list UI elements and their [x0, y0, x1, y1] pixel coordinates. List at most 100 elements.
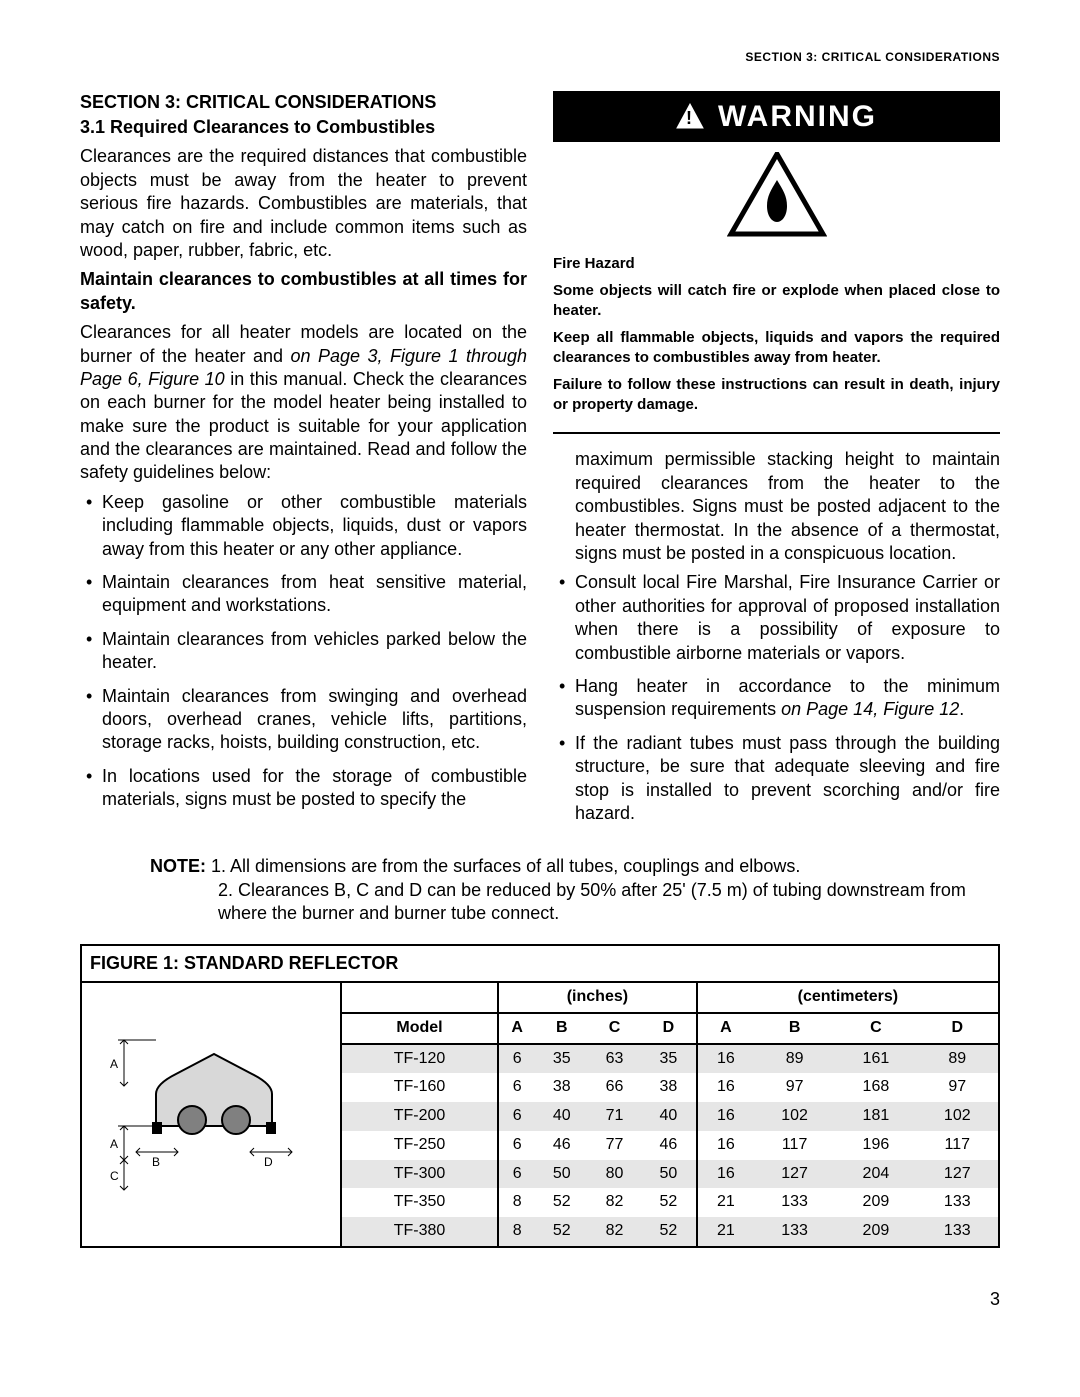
dim-C: C [110, 1169, 119, 1183]
reflector-diagram: A A B [82, 983, 342, 1246]
figure-1: FIGURE 1: STANDARD REFLECTOR A A [80, 944, 1000, 1249]
note-label: NOTE: [150, 856, 206, 876]
table-cell: 52 [641, 1217, 697, 1246]
table-cell: 16 [697, 1102, 754, 1131]
table-cell: 161 [835, 1044, 916, 1074]
dim-A-bottom: A [110, 1137, 118, 1151]
table-row: TF-200640714016102181102 [342, 1102, 998, 1131]
table-row: TF-300650805016127204127 [342, 1160, 998, 1189]
b2-italic: on Page 14, Figure 12 [781, 699, 959, 719]
table-cell: 16 [697, 1160, 754, 1189]
table-cell: 66 [588, 1073, 641, 1102]
table-cell: 46 [641, 1131, 697, 1160]
table-cell: 209 [835, 1188, 916, 1217]
table-cell: 38 [641, 1073, 697, 1102]
dim-A-top: A [110, 1057, 118, 1071]
table-row: TF-250646774616117196117 [342, 1131, 998, 1160]
svg-text:!: ! [686, 108, 694, 128]
list-item: Hang heater in accordance to the minimum… [575, 675, 1000, 722]
table-cell: 38 [535, 1073, 588, 1102]
clearance-table-wrap: (inches) (centimeters) Model A B C D A B… [342, 983, 998, 1246]
fire-hazard-icon [553, 142, 1000, 250]
para-intro-1: Clearances are the required distances th… [80, 145, 527, 262]
table-cell: 52 [535, 1217, 588, 1246]
clearance-table: (inches) (centimeters) Model A B C D A B… [342, 983, 998, 1246]
table-cell: 50 [535, 1160, 588, 1189]
table-cell: 46 [535, 1131, 588, 1160]
table-cell: TF-160 [342, 1073, 498, 1102]
col-header: C [835, 1013, 916, 1044]
table-cell: 80 [588, 1160, 641, 1189]
table-cell: 181 [835, 1102, 916, 1131]
table-cell: 117 [754, 1131, 835, 1160]
page-number: 3 [80, 1288, 1000, 1311]
table-cell: 102 [917, 1102, 998, 1131]
table-cell: TF-200 [342, 1102, 498, 1131]
table-cell: TF-250 [342, 1131, 498, 1160]
table-cell: 209 [835, 1217, 916, 1246]
warning-header: ! WARNING [553, 91, 1000, 142]
table-cell: 196 [835, 1131, 916, 1160]
note-block: NOTE: 1. All dimensions are from the sur… [80, 855, 1000, 925]
table-cell: 35 [535, 1044, 588, 1074]
table-cell: 133 [754, 1217, 835, 1246]
table-cell: TF-350 [342, 1188, 498, 1217]
table-cell: 77 [588, 1131, 641, 1160]
warning-header-text: WARNING [718, 97, 877, 136]
table-cell: 63 [588, 1044, 641, 1074]
list-item: If the radiant tubes must pass through t… [575, 732, 1000, 826]
figure-title: FIGURE 1: STANDARD REFLECTOR [82, 946, 998, 983]
table-cell: 8 [498, 1188, 535, 1217]
list-item: Keep gasoline or other combustible mater… [102, 491, 527, 561]
warning-line: Keep all flammable objects, liquids and … [553, 328, 1000, 367]
list-item: Maintain clearances from vehicles parked… [102, 628, 527, 675]
left-column: SECTION 3: CRITICAL CONSIDERATIONS 3.1 R… [80, 91, 527, 822]
unit-header-cm: (centimeters) [697, 983, 998, 1013]
table-cell: 127 [917, 1160, 998, 1189]
list-item: Maintain clearances from heat sensitive … [102, 571, 527, 618]
right-column: ! WARNING Fire Hazard Some objects will … [553, 91, 1000, 836]
table-cell: 71 [588, 1102, 641, 1131]
table-cell: 21 [697, 1188, 754, 1217]
table-cell: 6 [498, 1073, 535, 1102]
warning-box: ! WARNING Fire Hazard Some objects will … [553, 91, 1000, 435]
para-intro-2: Clearances for all heater models are loc… [80, 321, 527, 485]
dim-D: D [264, 1155, 273, 1169]
table-cell: TF-380 [342, 1217, 498, 1246]
table-cell: 52 [641, 1188, 697, 1217]
col-header: B [754, 1013, 835, 1044]
list-item: In locations used for the storage of com… [102, 765, 527, 812]
col-model: Model [342, 1013, 498, 1044]
col-header: A [697, 1013, 754, 1044]
table-cell: 35 [641, 1044, 697, 1074]
para-bold-maintain: Maintain clearances to combustibles at a… [80, 268, 527, 315]
table-cell: 16 [697, 1044, 754, 1074]
note-line-1: 1. All dimensions are from the surfaces … [211, 856, 800, 876]
list-item: Maintain clearances from swinging and ov… [102, 685, 527, 755]
table-row: TF-380852825221133209133 [342, 1217, 998, 1246]
warning-body: Fire Hazard Some objects will catch fire… [553, 250, 1000, 435]
note-line-2: 2. Clearances B, C and D can be reduced … [218, 879, 1000, 926]
table-cell: 82 [588, 1217, 641, 1246]
list-item: Consult local Fire Marshal, Fire Insuran… [575, 571, 1000, 665]
continuation-para: maximum permissible stacking height to m… [553, 448, 1000, 565]
table-cell: 6 [498, 1160, 535, 1189]
table-cell: 127 [754, 1160, 835, 1189]
col-header: D [641, 1013, 697, 1044]
table-cell: TF-120 [342, 1044, 498, 1074]
warning-line: Failure to follow these instructions can… [553, 375, 1000, 414]
table-cell: 82 [588, 1188, 641, 1217]
table-cell: 6 [498, 1102, 535, 1131]
dim-B: B [152, 1155, 160, 1169]
table-cell: 40 [535, 1102, 588, 1131]
unit-header-inches: (inches) [498, 983, 697, 1013]
table-cell: 16 [697, 1073, 754, 1102]
table-cell: 168 [835, 1073, 916, 1102]
table-cell: 89 [754, 1044, 835, 1074]
subsection-title: 3.1 Required Clearances to Combustibles [80, 116, 527, 139]
table-cell: 133 [917, 1217, 998, 1246]
table-cell: TF-300 [342, 1160, 498, 1189]
col-header: C [588, 1013, 641, 1044]
table-cell: 52 [535, 1188, 588, 1217]
table-cell: 117 [917, 1131, 998, 1160]
